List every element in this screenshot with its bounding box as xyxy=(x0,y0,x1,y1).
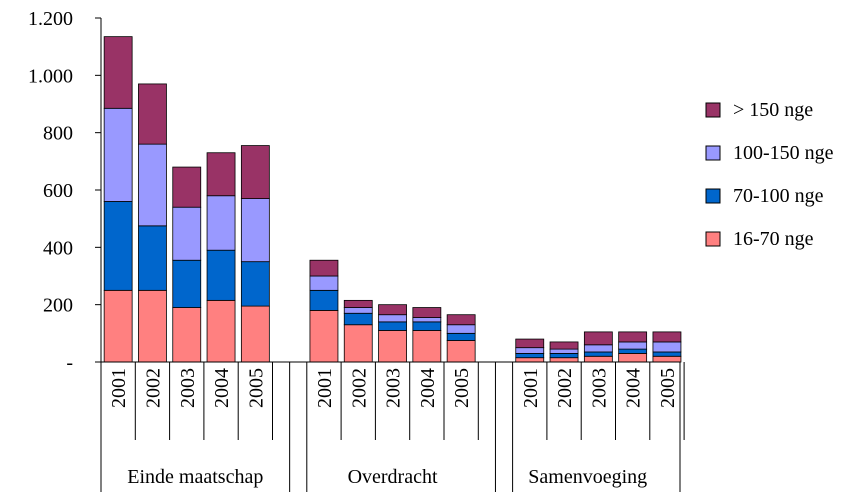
x-tick-label: 2002 xyxy=(348,368,370,408)
x-tick-label: 2001 xyxy=(314,368,336,408)
x-tick-label: 2005 xyxy=(657,368,679,408)
bar-segment-4-group-1-2005 xyxy=(240,145,270,199)
bar-segment-4-group-3-2005 xyxy=(652,331,682,343)
x-tick-label: 2004 xyxy=(211,368,233,408)
x-tick-label: 2003 xyxy=(177,368,199,408)
x-tick-label: 2002 xyxy=(142,368,164,408)
legend-label: 16-70 nge xyxy=(733,228,814,250)
bar-segment-2-group-2-2003 xyxy=(378,321,407,331)
bar-segment-3-group-2-2005 xyxy=(446,324,476,334)
bar-segment-3-group-1-2001 xyxy=(103,107,133,202)
legend-swatch xyxy=(705,188,721,204)
bar-segment-4-group-1-2002 xyxy=(138,83,167,145)
x-tick-label: 2005 xyxy=(245,368,267,408)
bar-segment-2-group-1-2001 xyxy=(103,201,133,291)
bar-segment-4-group-3-2004 xyxy=(618,331,648,343)
x-tick-label: 2003 xyxy=(588,368,610,408)
x-group-label: Samenvoeging xyxy=(528,466,647,488)
bar-segment-3-group-1-2002 xyxy=(138,143,167,227)
bar-segment-1-group-2-2003 xyxy=(378,330,407,363)
y-tick-label: 200 xyxy=(43,295,73,317)
bar-segment-4-group-2-2003 xyxy=(378,304,407,316)
bar-segment-1-group-3-2004 xyxy=(618,352,648,363)
y-tick-label: 800 xyxy=(43,123,73,145)
bar-segment-2-group-3-2005 xyxy=(652,351,682,357)
bar-segment-4-group-1-2003 xyxy=(172,166,202,208)
legend-swatch xyxy=(705,145,721,161)
bar-segment-3-group-3-2004 xyxy=(618,341,648,350)
bars xyxy=(103,36,682,363)
bar-segment-1-group-1-2002 xyxy=(138,289,167,363)
bar-segment-3-group-2-2003 xyxy=(378,314,407,323)
legend-label: 70-100 nge xyxy=(733,185,824,207)
bar-segment-3-group-1-2005 xyxy=(240,198,270,263)
bar-segment-3-group-3-2002 xyxy=(549,348,579,354)
x-tick-label: 2002 xyxy=(554,368,576,408)
bar-segment-1-group-2-2005 xyxy=(446,340,476,363)
bar-segment-3-group-1-2003 xyxy=(172,206,202,261)
bar-segment-2-group-1-2003 xyxy=(172,259,202,308)
bar-segment-1-group-1-2004 xyxy=(206,299,236,363)
x-tick-label: 2004 xyxy=(623,368,645,408)
x-tick-label: 2001 xyxy=(520,368,542,408)
bar-segment-4-group-2-2004 xyxy=(412,307,442,318)
legend-label: 100-150 nge xyxy=(733,142,834,164)
x-tick-label: 2005 xyxy=(451,368,473,408)
bar-segment-3-group-3-2003 xyxy=(583,344,613,353)
x-axis: 2001 2002 2003 2004 2005 2001 2002 2003 2004 2005… xyxy=(100,361,685,492)
bar-segment-3-group-2-2004 xyxy=(412,317,442,323)
bar-segment-2-group-3-2004 xyxy=(618,348,648,354)
bar-segment-4-group-3-2003 xyxy=(583,331,613,346)
legend-label: > 150 nge xyxy=(733,99,813,121)
bar-segment-4-group-3-2002 xyxy=(549,341,579,350)
y-tick-label: 1.000 xyxy=(28,65,73,87)
bar-segment-4-group-1-2004 xyxy=(206,152,236,197)
bar-segment-1-group-3-2005 xyxy=(652,355,682,363)
bar-segment-3-group-3-2001 xyxy=(515,347,545,354)
bar-segment-2-group-1-2002 xyxy=(138,225,167,291)
bar-segment-1-group-1-2001 xyxy=(103,289,133,363)
bar-segment-2-group-2-2001 xyxy=(309,289,339,311)
y-tick-label: - xyxy=(66,352,73,374)
bar-segment-3-group-2-2001 xyxy=(309,275,339,291)
bar-segment-4-group-3-2001 xyxy=(515,338,545,349)
bar-segment-3-group-3-2005 xyxy=(652,341,682,353)
y-tick-label: 1.200 xyxy=(28,8,73,30)
bar-segment-1-group-1-2005 xyxy=(240,305,270,363)
y-tick-label: 400 xyxy=(43,237,73,259)
y-tick-label: 600 xyxy=(43,180,73,202)
x-group-label: Einde maatschap xyxy=(127,466,263,488)
bar-segment-1-group-2-2001 xyxy=(309,309,339,363)
y-axis: - 200 400 600 800 1.000 1.200 xyxy=(28,8,102,374)
bar-segment-2-group-2-2004 xyxy=(412,321,442,331)
x-group-label: Overdracht xyxy=(348,466,438,488)
bar-segment-3-group-2-2002 xyxy=(343,307,373,314)
bar-segment-4-group-2-2005 xyxy=(446,314,476,326)
x-tick-label: 2001 xyxy=(108,368,130,408)
bar-segment-1-group-1-2003 xyxy=(172,307,202,363)
bar-segment-1-group-2-2002 xyxy=(343,324,373,363)
bar-segment-3-group-1-2004 xyxy=(206,195,236,251)
bar-segment-2-group-3-2001 xyxy=(515,352,545,359)
bar-segment-2-group-2-2002 xyxy=(343,312,373,326)
bar-segment-4-group-2-2002 xyxy=(343,299,373,308)
bar-segment-1-group-3-2001 xyxy=(515,357,545,363)
legend-swatch xyxy=(705,102,721,118)
bar-segment-4-group-2-2001 xyxy=(309,259,339,277)
x-tick-label: 2003 xyxy=(383,368,405,408)
legend-swatch xyxy=(705,231,721,247)
x-tick-label: 2004 xyxy=(417,368,439,408)
bar-segment-2-group-1-2005 xyxy=(240,261,270,307)
bar-segment-1-group-3-2002 xyxy=(549,357,579,363)
bar-segment-2-group-2-2005 xyxy=(446,332,476,341)
bar-segment-2-group-3-2003 xyxy=(583,351,613,357)
bar-segment-2-group-1-2004 xyxy=(206,249,236,301)
bar-segment-2-group-3-2002 xyxy=(549,352,579,359)
legend: > 150 nge 100-150 nge 70-100 nge 16-70 nge xyxy=(705,99,834,250)
bar-segment-1-group-2-2004 xyxy=(412,330,442,363)
bar-segment-4-group-1-2001 xyxy=(103,36,133,109)
bar-segment-1-group-3-2003 xyxy=(583,355,613,363)
